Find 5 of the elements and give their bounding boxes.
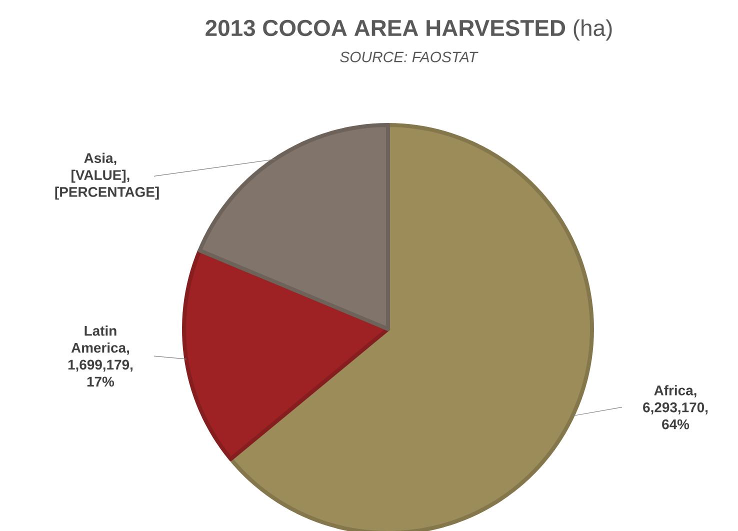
slice-label: Africa <box>654 385 694 396</box>
slice-label: Asia <box>84 152 114 164</box>
slice-label: Latin America <box>71 326 126 353</box>
chart-subtitle: SOURCE: FAOSTAT <box>340 52 478 62</box>
chart-title: 2013 COCOA AREA HARVESTED (ha) <box>206 19 612 41</box>
